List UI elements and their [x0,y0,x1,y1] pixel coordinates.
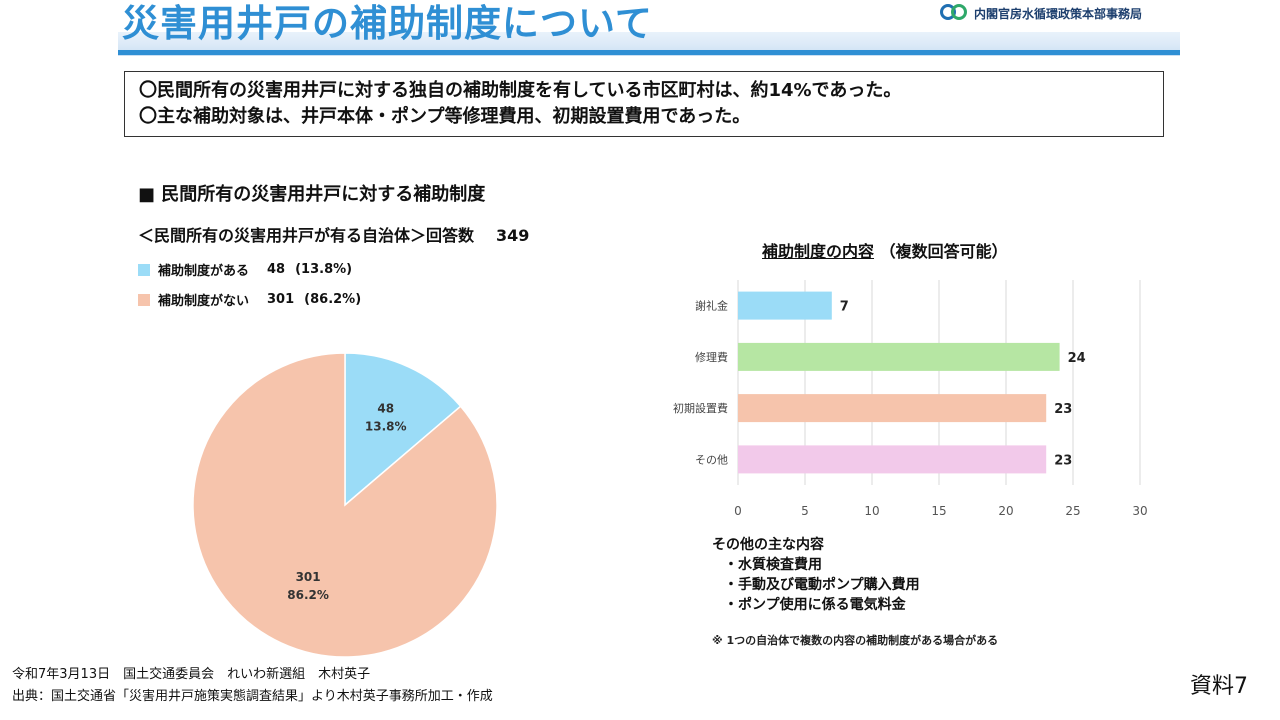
bar-value-label: 7 [840,300,849,315]
x-tick-label: 15 [931,504,946,518]
legend-label-yes: 補助制度がある [158,264,250,279]
other-contents-item: ・ポンプ使用に係る電気料金 [724,597,906,613]
summary-line-1: 〇民間所有の災害用井戸に対する独自の補助制度を有している市区町村は、約14%であ… [139,80,902,101]
summary-line-2: 〇主な補助対象は、井戸本体・ポンプ等修理費用、初期設置費用であった。 [139,106,751,127]
document-label: 資料7 [1190,674,1248,699]
respondents-label: ＜民間所有の災害用井戸が有る自治体＞回答数 [138,226,475,245]
bar-chart-title-note: （複数回答可能） [879,242,1008,261]
agency-logo-icon [940,2,970,24]
x-tick-label: 0 [734,504,742,518]
y-category-label: 初期設置費 [673,401,728,415]
bar [738,291,832,320]
footer-line-2: 出典：国土交通省「災害用井戸施策実態調査結果」より木村英子事務所加工・作成 [12,689,493,704]
section-heading: ■ 民間所有の災害用井戸に対する補助制度 [138,184,486,205]
y-category-label: 謝礼金 [695,299,728,313]
other-contents-heading: その他の主な内容 [712,537,824,553]
y-category-label: 修理費 [695,350,728,364]
summary-box: 〇民間所有の災害用井戸に対する独自の補助制度を有している市区町村は、約14%であ… [124,71,1164,137]
other-contents-item: ・水質検査費用 [724,557,822,573]
other-contents-item: ・手動及び電動ポンプ購入費用 [724,577,920,593]
legend-value-yes: 48 [267,262,286,277]
bar-value-label: 24 [1068,351,1086,366]
footer: 令和7年3月13日 国土交通委員会 れいわ新選組 木村英子 出典：国土交通省「災… [12,664,493,708]
pie-chart: 48 13.8% 301 86.2% [192,352,498,658]
other-contents: その他の主な内容 ・水質検査費用 ・手動及び電動ポンプ購入費用 ・ポンプ使用に係… [712,535,920,615]
x-tick-label: 30 [1132,504,1147,518]
legend-swatch-yes [138,263,150,276]
bar-chart: 0 5 10 15 20 25 30 謝礼金 7 修理費 24 初期設置費 23 その他 23 [673,280,1148,518]
pie-data-label: 48 [377,402,394,416]
bar-chart-title-main: 補助制度の内容 [762,242,875,261]
pie-slice [344,352,462,507]
legend-value-no: 301 [267,292,295,307]
bar [738,445,1047,474]
x-tick-label: 20 [998,504,1013,518]
bar-value-label: 23 [1054,402,1072,417]
y-category-label: その他 [695,453,728,466]
legend-item-no: 補助制度がない 301 (86.2%) [138,290,361,309]
pie-percent-label: 86.2% [287,588,329,602]
footnote: ※ 1つの自治体で複数の内容の補助制度がある場合がある [712,634,999,647]
x-tick-label: 25 [1065,504,1080,518]
pie-slice [192,352,498,658]
respondents-heading: ＜民間所有の災害用井戸が有る自治体＞回答数 349 [138,222,529,246]
legend-label-no: 補助制度がない [158,294,250,309]
bar-value-label: 23 [1054,453,1072,468]
legend-pct-yes: (13.8%) [295,262,353,277]
pie-data-label: 301 [296,570,321,584]
bar [738,394,1047,423]
page-title: 災害用井戸の補助制度について [122,2,653,45]
title-rule [118,50,1180,55]
respondents-count: 349 [496,226,530,245]
x-tick-label: 10 [864,504,879,518]
agency-name: 内閣官房水循環政策本部事務局 [974,6,1143,21]
agency-badge: 内閣官房水循環政策本部事務局 [940,2,1142,24]
footer-line-1: 令和7年3月13日 国土交通委員会 れいわ新選組 木村英子 [12,667,371,682]
legend-item-yes: 補助制度がある 48 (13.8%) [138,260,352,279]
legend-pct-no: (86.2%) [304,292,362,307]
pie-percent-label: 13.8% [365,420,407,434]
bar-chart-title: 補助制度の内容 （複数回答可能） [762,238,1008,262]
bar [738,342,1060,371]
x-tick-label: 5 [801,504,809,518]
legend-swatch-no [138,293,150,306]
